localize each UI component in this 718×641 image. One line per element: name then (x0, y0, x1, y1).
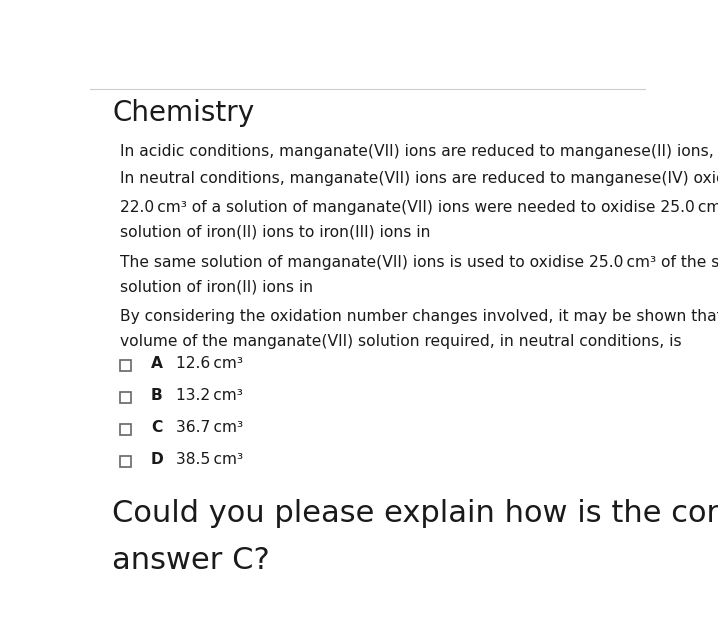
FancyBboxPatch shape (121, 424, 131, 435)
Text: 13.2 cm³: 13.2 cm³ (176, 388, 243, 403)
FancyBboxPatch shape (121, 360, 131, 371)
Text: solution of iron(II) ions to iron(III) ions in: solution of iron(II) ions to iron(III) i… (121, 225, 436, 240)
Text: By considering the oxidation number changes involved, it may be shown that the: By considering the oxidation number chan… (121, 309, 718, 324)
Text: The same solution of manganate(VII) ions is used to oxidise 25.0 cm³ of the same: The same solution of manganate(VII) ions… (121, 254, 718, 270)
Text: A: A (151, 356, 163, 370)
Text: D: D (151, 452, 164, 467)
Text: solution of iron(II) ions in: solution of iron(II) ions in (121, 279, 318, 294)
Text: Chemistry: Chemistry (112, 99, 254, 127)
Text: B: B (151, 388, 163, 403)
Text: volume of the manganate(VII) solution required, in neutral conditions, is: volume of the manganate(VII) solution re… (121, 333, 682, 349)
Text: 36.7 cm³: 36.7 cm³ (176, 420, 243, 435)
Text: 38.5 cm³: 38.5 cm³ (176, 452, 243, 467)
FancyBboxPatch shape (121, 456, 131, 467)
Text: In acidic conditions, manganate(VII) ions are reduced to manganese(II) ions, Mn²: In acidic conditions, manganate(VII) ion… (121, 144, 718, 158)
Text: C: C (151, 420, 162, 435)
Text: 12.6 cm³: 12.6 cm³ (176, 356, 243, 370)
FancyBboxPatch shape (121, 392, 131, 403)
Text: 22.0 cm³ of a solution of manganate(VII) ions were needed to oxidise 25.0 cm³ of: 22.0 cm³ of a solution of manganate(VII)… (121, 200, 718, 215)
Text: answer C?: answer C? (112, 546, 270, 575)
Text: Could you please explain how is the correct: Could you please explain how is the corr… (112, 499, 718, 528)
Text: In neutral conditions, manganate(VII) ions are reduced to manganese(IV) oxide, M: In neutral conditions, manganate(VII) io… (121, 171, 718, 186)
